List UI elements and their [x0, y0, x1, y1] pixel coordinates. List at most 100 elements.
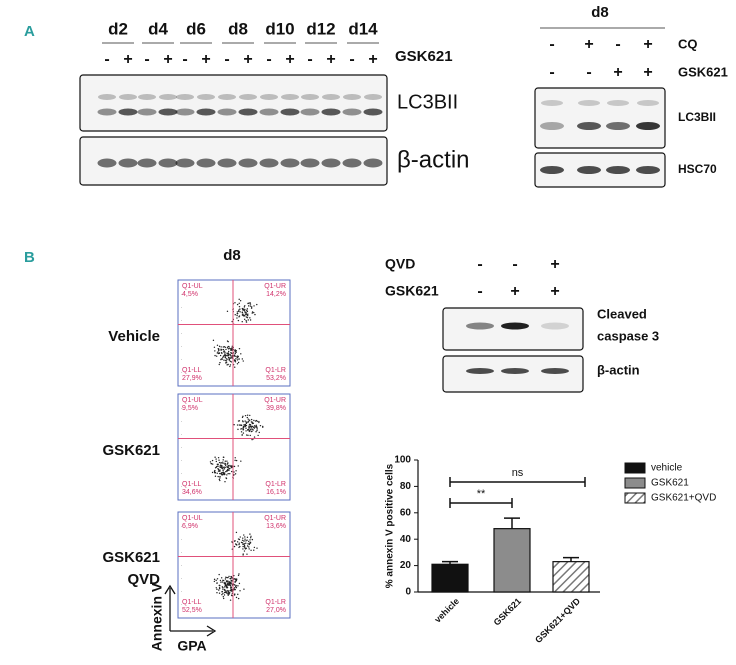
event-dot: [235, 579, 238, 581]
blot-band: [196, 108, 216, 116]
treatment-sign: +: [285, 51, 294, 68]
event-dot: [229, 348, 232, 350]
event-dot: [223, 350, 226, 352]
event-dot: [224, 346, 227, 349]
event-dot: [224, 351, 226, 354]
blot-band: [321, 158, 341, 168]
event-dot: [227, 354, 230, 357]
event-dot: [233, 587, 236, 589]
axis-tick: ·: [181, 292, 182, 297]
condition-label: GSK621: [102, 549, 160, 566]
blot-band: [301, 94, 319, 100]
arrow-head: [164, 584, 176, 595]
event-dot: [217, 351, 219, 353]
event-dot: [219, 470, 221, 473]
quadrant-name: Q1-LL: [182, 481, 202, 488]
quadrant-percent: 53,2%: [266, 375, 286, 382]
event-dot: [246, 553, 248, 555]
event-dot: [236, 311, 239, 313]
quadrant-percent: 6,9%: [182, 523, 198, 530]
event-dot: [227, 350, 230, 353]
event-dot: [233, 574, 235, 577]
event-dot: [247, 421, 249, 423]
event-dot: [242, 360, 244, 362]
event-dot: [253, 311, 255, 314]
event-dot: [248, 425, 250, 427]
event-dot: [213, 470, 216, 473]
event-dot: [238, 538, 241, 541]
treatment-sign: +: [123, 51, 132, 68]
event-dot: [223, 468, 226, 470]
event-dot: [248, 305, 250, 307]
blot-band: [281, 94, 299, 100]
bar: [431, 563, 469, 593]
blot-band: [541, 100, 563, 106]
event-dot: [219, 477, 221, 479]
blot-band: [118, 158, 138, 168]
event-dot: [251, 306, 253, 308]
event-dot: [238, 302, 240, 304]
event-dot: [222, 579, 224, 582]
significance-label: **: [477, 488, 486, 500]
treatment-sign: -: [477, 283, 482, 300]
event-dot: [219, 465, 221, 467]
quadrant-percent: 13,6%: [266, 523, 286, 530]
event-dot: [223, 586, 226, 588]
event-dot: [234, 349, 236, 352]
condition-label: QVD: [127, 571, 160, 588]
event-dot: [230, 586, 232, 589]
event-dot: [222, 348, 225, 351]
blot-band: [259, 108, 279, 116]
event-dot: [250, 426, 252, 429]
event-dot: [226, 586, 229, 589]
treatment-sign: +: [643, 64, 652, 81]
event-dot: [225, 348, 227, 351]
event-dot: [230, 465, 232, 468]
event-dot: [243, 544, 246, 547]
treatment-sign: -: [549, 36, 554, 53]
event-dot: [251, 438, 253, 441]
event-dot: [235, 459, 238, 462]
error-bar: [563, 556, 579, 562]
event-dot: [227, 593, 229, 596]
event-dot: [229, 355, 232, 357]
quadrant-percent: 34,6%: [182, 489, 202, 496]
event-dot: [222, 592, 224, 595]
event-dot: [250, 430, 253, 433]
event-dot: [246, 316, 249, 319]
event-dot: [224, 473, 226, 475]
flow-title: d8: [223, 247, 241, 264]
event-dot: [215, 460, 218, 463]
event-dot: [227, 352, 230, 354]
blot-band: [217, 158, 237, 168]
event-dot: [217, 475, 219, 478]
event-dot: [243, 424, 245, 426]
event-dot: [243, 306, 246, 308]
event-dot: [224, 462, 226, 465]
event-dot: [234, 302, 236, 304]
quadrant-percent: 39,8%: [266, 405, 286, 412]
event-dot: [229, 360, 232, 362]
flow-y-axis: Annexin V: [149, 582, 165, 651]
treatment-sign: +: [550, 283, 559, 300]
event-dot: [225, 354, 227, 357]
event-dot: [238, 316, 240, 318]
blot-band: [342, 158, 362, 168]
event-dot: [242, 428, 244, 431]
event-dot: [245, 427, 247, 429]
quadrant-percent: 4,5%: [182, 291, 198, 298]
event-dot: [240, 431, 243, 433]
event-dot: [242, 420, 244, 423]
event-dot: [229, 584, 232, 587]
event-dot: [243, 540, 245, 542]
event-dot: [218, 573, 220, 576]
event-dot: [222, 356, 224, 359]
event-dot: [230, 588, 232, 591]
event-dot: [220, 473, 223, 475]
event-dot: [245, 320, 247, 322]
axis-tick: ·: [181, 432, 182, 437]
legend-swatch: [624, 462, 646, 474]
event-dot: [224, 356, 227, 359]
event-dot: [241, 416, 244, 419]
treatment-sign: +: [368, 51, 377, 68]
